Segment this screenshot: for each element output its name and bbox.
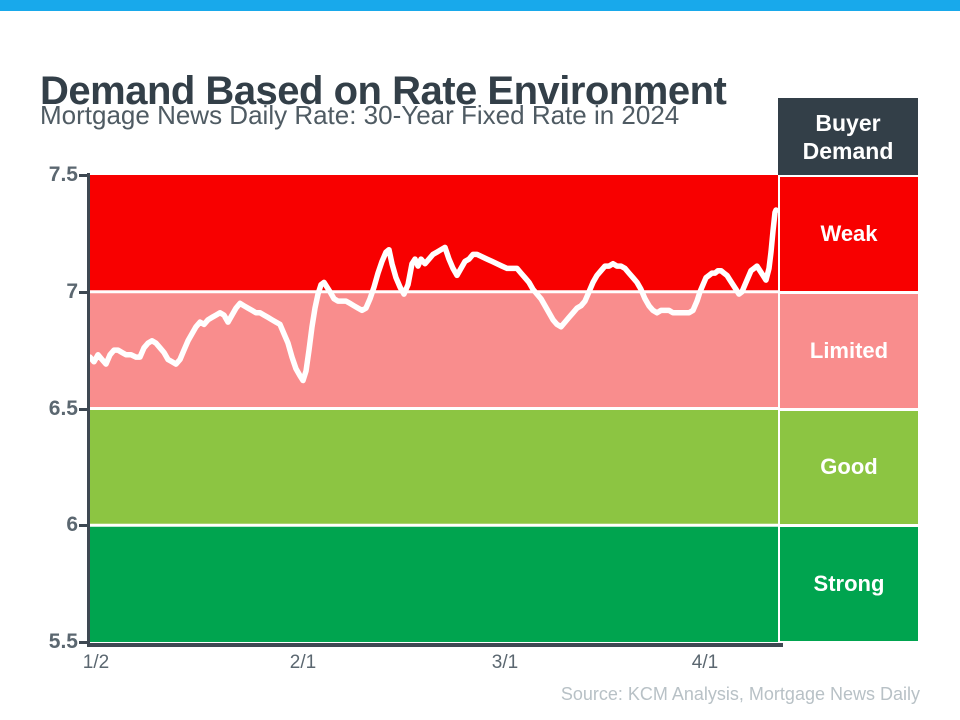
rate-line	[90, 207, 778, 384]
chart-subtitle: Mortgage News Daily Rate: 30-Year Fixed …	[40, 100, 680, 130]
legend-item-good: Good	[780, 410, 918, 525]
legend-header-buyer-demand: Buyer Demand	[778, 98, 918, 175]
y-axis-tick	[79, 524, 88, 528]
source-attribution: Source: KCM Analysis, Mortgage News Dail…	[560, 684, 920, 704]
legend-header-line1: Buyer	[815, 109, 881, 136]
x-axis-line	[87, 643, 783, 647]
legend-item-label: Strong	[813, 571, 885, 597]
y-axis-line	[87, 173, 90, 646]
legend-item-weak: Weak	[780, 177, 918, 291]
band-good	[90, 408, 778, 526]
legend-header-line2: Demand	[802, 137, 894, 164]
x-axis-label-3-1: 3/1	[491, 652, 519, 673]
x-axis-label-2-1: 2/1	[289, 652, 317, 673]
x-axis-label-4-1: 4/1	[691, 652, 719, 673]
y-axis-tick	[79, 641, 88, 644]
legend-item-limited: Limited	[780, 293, 918, 408]
legend-item-strong: Strong	[780, 527, 918, 641]
y-axis-tick	[79, 174, 88, 177]
y-axis-tick	[79, 407, 88, 411]
legend-item-label: Limited	[809, 337, 889, 363]
y-axis-label-6.5: 6.5	[48, 396, 78, 420]
y-axis-tick	[79, 290, 88, 294]
y-axis-label-7: 7	[66, 279, 78, 303]
band-strong	[90, 525, 778, 642]
brand-top-bar	[0, 0, 960, 11]
legend-item-label: Weak	[820, 220, 878, 246]
page-title: Demand Based on Rate Environment	[40, 68, 727, 113]
y-axis-label-6: 6	[66, 513, 78, 537]
rate-chart-plot-area	[90, 175, 778, 642]
x-axis-label-1-2: 1/2	[82, 652, 110, 673]
y-axis-label-5.5: 5.5	[48, 630, 78, 653]
band-weak	[90, 175, 778, 292]
band-limited	[90, 291, 778, 409]
rate-line-chart	[90, 175, 778, 642]
y-axis-label-7.5: 7.5	[48, 163, 78, 186]
legend-item-label: Good	[820, 454, 878, 480]
